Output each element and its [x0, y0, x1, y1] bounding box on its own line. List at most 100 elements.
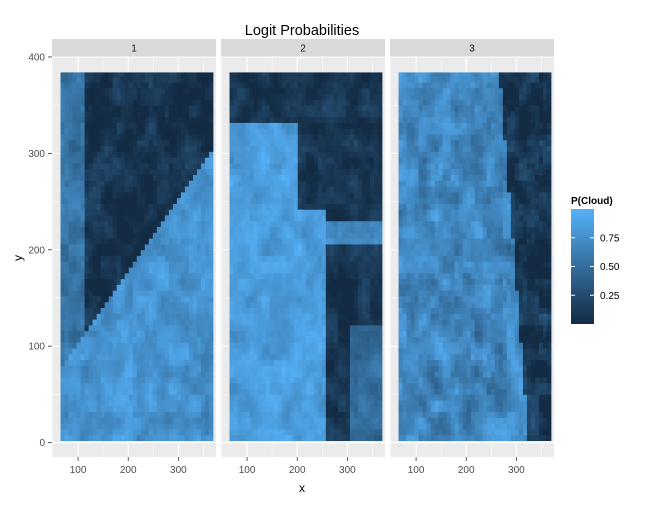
- heatmap-tile: [305, 313, 311, 320]
- heatmap-tile: [249, 307, 254, 314]
- heatmap-tile: [241, 209, 246, 216]
- heatmap-tile: [84, 249, 90, 256]
- heatmap-tile: [365, 278, 371, 285]
- heatmap-tile: [192, 267, 198, 274]
- heatmap-tile: [140, 278, 146, 285]
- heatmap-tile: [60, 388, 65, 395]
- heatmap-tile: [301, 330, 307, 337]
- heatmap-tile: [309, 330, 315, 337]
- heatmap-tile: [204, 296, 210, 303]
- heatmap-tile: [265, 377, 271, 384]
- heatmap-tile: [253, 238, 259, 245]
- heatmap-tile: [369, 151, 375, 158]
- heatmap-tile: [100, 174, 106, 181]
- heatmap-tile: [273, 243, 279, 251]
- heatmap-tile: [92, 186, 98, 193]
- heatmap-tile: [297, 180, 303, 187]
- heatmap-tile: [317, 429, 323, 436]
- heatmap-tile: [112, 243, 118, 251]
- heatmap-tile: [200, 284, 206, 291]
- heatmap-tile: [269, 365, 275, 372]
- heatmap-tile: [337, 168, 343, 175]
- heatmap-tile: [72, 163, 77, 170]
- heatmap-tile: [265, 394, 271, 401]
- heatmap-tile: [229, 261, 234, 268]
- heatmap-tile: [200, 168, 206, 175]
- heatmap-tile: [108, 272, 114, 280]
- heatmap-tile: [237, 226, 242, 233]
- heatmap-tile: [80, 382, 85, 389]
- heatmap-tile: [132, 301, 138, 308]
- heatmap-tile: [353, 330, 359, 337]
- heatmap-tile: [60, 423, 65, 430]
- heatmap-tile: [176, 267, 182, 274]
- heatmap-tile: [309, 255, 315, 262]
- heatmap-tile: [108, 139, 114, 147]
- heatmap-tile: [269, 278, 275, 285]
- heatmap-tile: [301, 307, 307, 314]
- heatmap-tile: [426, 434, 432, 442]
- heatmap-tile: [229, 174, 234, 181]
- heatmap-tile: [88, 388, 94, 395]
- heatmap-tile: [84, 324, 90, 332]
- heatmap-tile: [208, 238, 214, 245]
- heatmap-tile: [104, 226, 110, 233]
- heatmap-tile: [301, 105, 307, 112]
- heatmap-tile: [337, 186, 343, 193]
- heatmap-tile: [349, 99, 355, 106]
- heatmap-tile: [200, 342, 206, 349]
- heatmap-tile: [128, 290, 134, 297]
- heatmap-tile: [317, 163, 323, 170]
- heatmap-tile: [325, 186, 331, 193]
- heatmap-tile: [180, 405, 186, 413]
- heatmap-tile: [349, 209, 355, 216]
- heatmap-tile: [112, 429, 118, 436]
- heatmap-tile: [309, 261, 315, 268]
- heatmap-tile: [538, 434, 544, 442]
- heatmap-tile: [156, 353, 162, 361]
- heatmap-tile: [269, 342, 275, 349]
- heatmap-tile: [168, 423, 174, 430]
- heatmap-tile: [365, 180, 371, 187]
- heatmap-tile: [88, 377, 94, 384]
- heatmap-tile: [192, 128, 198, 135]
- heatmap-tile: [116, 226, 122, 233]
- heatmap-tile: [172, 243, 178, 251]
- heatmap-tile: [325, 157, 331, 164]
- heatmap-tile: [526, 434, 532, 442]
- heatmap-tile: [200, 255, 206, 262]
- heatmap-tile: [152, 278, 158, 285]
- heatmap-tile: [64, 301, 69, 308]
- heatmap-tile: [136, 405, 142, 413]
- heatmap-tile: [229, 400, 234, 407]
- heatmap-tile: [293, 145, 299, 152]
- heatmap-tile: [180, 348, 186, 355]
- heatmap-tile: [164, 122, 170, 129]
- heatmap-tile: [120, 226, 126, 233]
- heatmap-tile: [369, 128, 375, 135]
- heatmap-tile: [204, 348, 210, 355]
- heatmap-tile: [132, 394, 138, 401]
- heatmap-tile: [301, 93, 307, 100]
- heatmap-tile: [120, 278, 126, 285]
- heatmap-tile: [188, 128, 194, 135]
- heatmap-tile: [204, 93, 210, 100]
- heatmap-tile: [349, 157, 355, 164]
- heatmap-tile: [325, 82, 331, 89]
- heatmap-tile: [148, 411, 154, 418]
- heatmap-tile: [184, 261, 190, 268]
- heatmap-tile: [144, 284, 150, 291]
- heatmap-tile: [313, 72, 319, 77]
- heatmap-tile: [196, 93, 202, 100]
- heatmap-tile: [140, 168, 146, 175]
- heatmap-tile: [438, 423, 444, 430]
- heatmap-tile: [208, 232, 214, 239]
- heatmap-tile: [92, 203, 98, 210]
- heatmap-tile: [108, 324, 114, 332]
- heatmap-tile: [128, 232, 134, 239]
- heatmap-tile: [140, 82, 146, 89]
- heatmap-tile: [333, 168, 339, 175]
- heatmap-tile: [60, 249, 65, 256]
- heatmap-tile: [257, 319, 263, 326]
- heatmap-tile: [72, 290, 77, 297]
